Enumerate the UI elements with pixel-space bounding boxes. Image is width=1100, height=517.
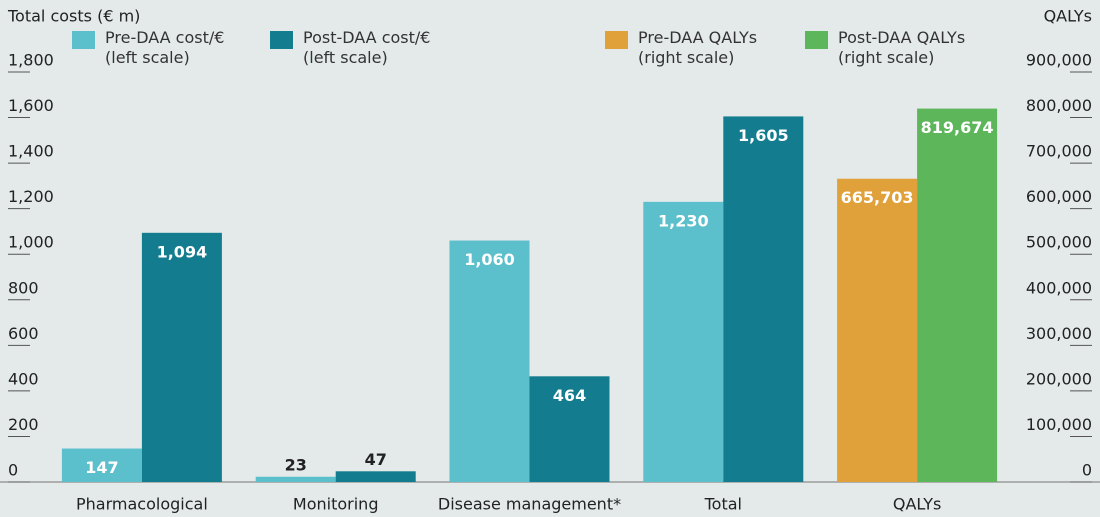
bar <box>255 476 336 482</box>
y-axis-title: Total costs (€ m) <box>7 7 140 26</box>
y-tick-label: 200 <box>8 415 39 434</box>
y2-tick-label: 400,000 <box>1026 278 1092 297</box>
legend-item: Post-DAA cost/€ (left scale) <box>270 28 430 68</box>
legend-swatch <box>72 31 95 49</box>
bar <box>141 232 222 482</box>
data-label: 1,094 <box>157 242 208 261</box>
legend-item: Pre-DAA QALYs (right scale) <box>605 28 757 68</box>
y-tick-label: 1,200 <box>8 187 54 206</box>
y-tick-label: 1,400 <box>8 142 54 161</box>
bar <box>61 448 142 482</box>
y-tick-label: 800 <box>8 278 39 297</box>
y2-tick-label: 200,000 <box>1026 369 1092 388</box>
x-tick-label: Monitoring <box>293 495 379 514</box>
x-tick-label: QALYs <box>893 495 941 514</box>
legend-swatch <box>605 31 628 49</box>
y-tick-label: 400 <box>8 369 39 388</box>
y2-axis-title: QALYs <box>1044 7 1092 26</box>
data-label: 819,674 <box>921 118 994 137</box>
bar <box>449 240 530 482</box>
legend-item: Post-DAA QALYs (right scale) <box>805 28 965 68</box>
data-label: 1,060 <box>464 250 515 269</box>
x-tick-label: Disease management* <box>438 495 621 514</box>
legend-label: Pre-DAA QALYs (right scale) <box>638 28 758 67</box>
y2-tick-label: 900,000 <box>1026 51 1092 70</box>
data-label: 47 <box>365 450 387 469</box>
x-tick-label: Pharmacological <box>76 495 208 514</box>
y2-tick-label: 600,000 <box>1026 187 1092 206</box>
data-label: 1,230 <box>658 211 709 230</box>
legend-label: Post-DAA cost/€ (left scale) <box>303 28 431 67</box>
x-tick-label: Total <box>704 495 742 514</box>
data-label: 1,605 <box>738 126 789 145</box>
data-label: 464 <box>553 386 586 405</box>
y-tick-label: 1,000 <box>8 233 54 252</box>
y-tick-label: 0 <box>8 461 18 480</box>
bar <box>917 108 998 482</box>
y2-tick-label: 0 <box>1082 461 1092 480</box>
y2-tick-label: 700,000 <box>1026 142 1092 161</box>
data-label: 665,703 <box>841 188 914 207</box>
legend-swatch <box>805 31 828 49</box>
y-tick-label: 600 <box>8 324 39 343</box>
legend-label: Post-DAA QALYs (right scale) <box>838 28 966 67</box>
legend-item: Pre-DAA cost/€ (left scale) <box>72 28 224 68</box>
legend-swatch <box>270 31 293 49</box>
bar <box>837 178 918 483</box>
y-tick-label: 1,800 <box>8 51 54 70</box>
bar <box>335 471 416 482</box>
bar <box>643 201 724 483</box>
y2-tick-label: 500,000 <box>1026 233 1092 252</box>
y2-tick-label: 100,000 <box>1026 415 1092 434</box>
data-label: 23 <box>285 455 307 474</box>
legend-label: Pre-DAA cost/€ (left scale) <box>105 28 225 67</box>
y-tick-label: 1,600 <box>8 96 54 115</box>
bar <box>723 116 804 483</box>
data-label: 147 <box>85 458 118 477</box>
bar <box>529 376 610 482</box>
y2-tick-label: 300,000 <box>1026 324 1092 343</box>
y2-tick-label: 800,000 <box>1026 96 1092 115</box>
